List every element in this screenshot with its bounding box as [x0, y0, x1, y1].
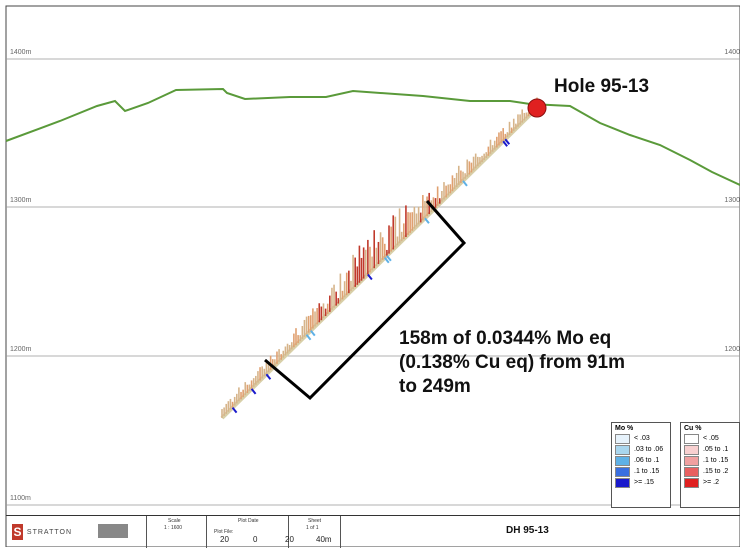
legend-mo-label: < .03	[634, 435, 650, 442]
scale-value: 1 : 1600	[164, 525, 183, 531]
legend-mo-row: .03 to .06	[615, 444, 670, 455]
sheet-label: Sheet	[308, 518, 322, 524]
elevation-label-right-1300: 1300	[724, 197, 740, 204]
tb-divider-3	[288, 516, 289, 548]
mo-assay-bar	[310, 329, 316, 337]
company-logo: S STRATTON	[12, 522, 72, 542]
drawing-frame	[5, 5, 740, 547]
elevation-label-right-1200: 1200	[724, 346, 740, 353]
legend-mo-label: .1 to .15	[634, 468, 660, 475]
mo-assay-bar	[462, 180, 468, 187]
legend-cu-row: .15 to .2	[684, 466, 739, 477]
logo-text: STRATTON	[26, 528, 72, 536]
legend-mo-row: < .03	[615, 433, 670, 444]
scale-bar-0: 0	[253, 535, 258, 544]
collar-marker	[527, 98, 547, 118]
tb-divider-1	[146, 516, 147, 548]
mo-assay-bar	[231, 406, 238, 414]
tb-divider-2	[206, 516, 207, 548]
title-block: S STRATTON Scale 1 : 1600 Plot Date Plot…	[6, 515, 740, 548]
legend-cu-swatch	[684, 433, 699, 444]
legend-cu-label: .15 to .2	[703, 468, 729, 475]
legend-cu-swatch	[684, 466, 699, 477]
legend-mo-swatch	[615, 466, 630, 477]
legend-mo-label: .06 to .1	[634, 457, 660, 464]
legend-cu-row: .1 to .15	[684, 455, 739, 466]
legend-cu-swatch	[684, 477, 699, 488]
hole-label: Hole 95-13	[554, 76, 650, 97]
legend-cu-swatch	[684, 444, 699, 455]
assay-histogram	[221, 97, 538, 418]
legend-mo-row: >= .15	[615, 477, 670, 488]
mo-assay-bar	[502, 140, 508, 147]
legend-mo-swatch	[615, 455, 630, 466]
tb-divider-4	[340, 516, 341, 548]
sheet-value: 1 of 1	[306, 525, 319, 531]
intercept-bracket	[264, 200, 467, 401]
annotation-line-2: (0.138% Cu eq) from 91m	[399, 352, 625, 373]
mo-assay-bar	[305, 334, 312, 341]
legend-mo-swatch	[615, 444, 630, 455]
legend-mo: Mo % < .03 .03 to .06 .06 to .1 .1 to .15 >=…	[611, 422, 671, 508]
legend-cu-row: < .05	[684, 433, 739, 444]
scale-label: Scale	[168, 518, 181, 524]
mo-assay-bar	[250, 388, 257, 395]
legend-mo-title: Mo %	[615, 425, 634, 432]
elevation-label-1200: 1200m	[10, 346, 32, 353]
logo-mark-icon: S	[12, 524, 23, 540]
mo-assay-bar	[504, 138, 511, 145]
drawing-title: DH 95-13	[506, 525, 549, 536]
legend-mo-row: .06 to .1	[615, 455, 670, 466]
legend-mo-swatch	[615, 477, 630, 488]
legend-cu-label: < .05	[703, 435, 719, 442]
legend-mo-label: >= .15	[634, 479, 654, 486]
legend-cu-title: Cu %	[684, 425, 702, 432]
elevation-label-1100: 1100m	[10, 495, 31, 502]
scale-bar-20-right: 20	[285, 535, 294, 544]
annotation-line-3: to 249m	[399, 376, 471, 397]
legend-cu-row: >= .2	[684, 477, 739, 488]
elevation-label-1400: 1400m	[10, 49, 32, 56]
plot-date-label: Plot Date	[238, 518, 259, 524]
legend-mo-swatch	[615, 433, 630, 444]
scale-bar-20-left: 20	[220, 535, 229, 544]
elevation-label-right-1400: 1400	[724, 49, 740, 56]
legend-mo-row: .1 to .15	[615, 466, 670, 477]
legend-cu-row: .05 to .1	[684, 444, 739, 455]
mo-assay-bar	[424, 217, 430, 224]
legend-cu-swatch	[684, 455, 699, 466]
mo-assay-bar	[265, 373, 272, 380]
annotation-line-1: 158m of 0.0344% Mo eq	[399, 328, 612, 349]
topography-line	[5, 87, 740, 186]
mo-assay-bar	[367, 273, 373, 281]
legend-cu-label: .05 to .1	[703, 446, 729, 453]
legend-mo-label: .03 to .06	[634, 446, 664, 453]
elevation-label-1300: 1300m	[10, 197, 32, 204]
legend-cu-label: >= .2	[703, 479, 719, 486]
scale-bar-40: 40m	[316, 535, 332, 544]
intercept-annotation: 158m of 0.0344% Mo eq (0.138% Cu eq) fro…	[399, 327, 719, 399]
plot-file-label: Plot File:	[214, 529, 234, 535]
legend-cu: Cu % < .05 .05 to .1 .1 to .15 .15 to .2 >= …	[680, 422, 740, 508]
mo-assay-bar	[386, 255, 392, 262]
mo-assay-bar	[384, 257, 390, 264]
legend-cu-label: .1 to .15	[703, 457, 729, 464]
partner-logo	[98, 524, 128, 538]
